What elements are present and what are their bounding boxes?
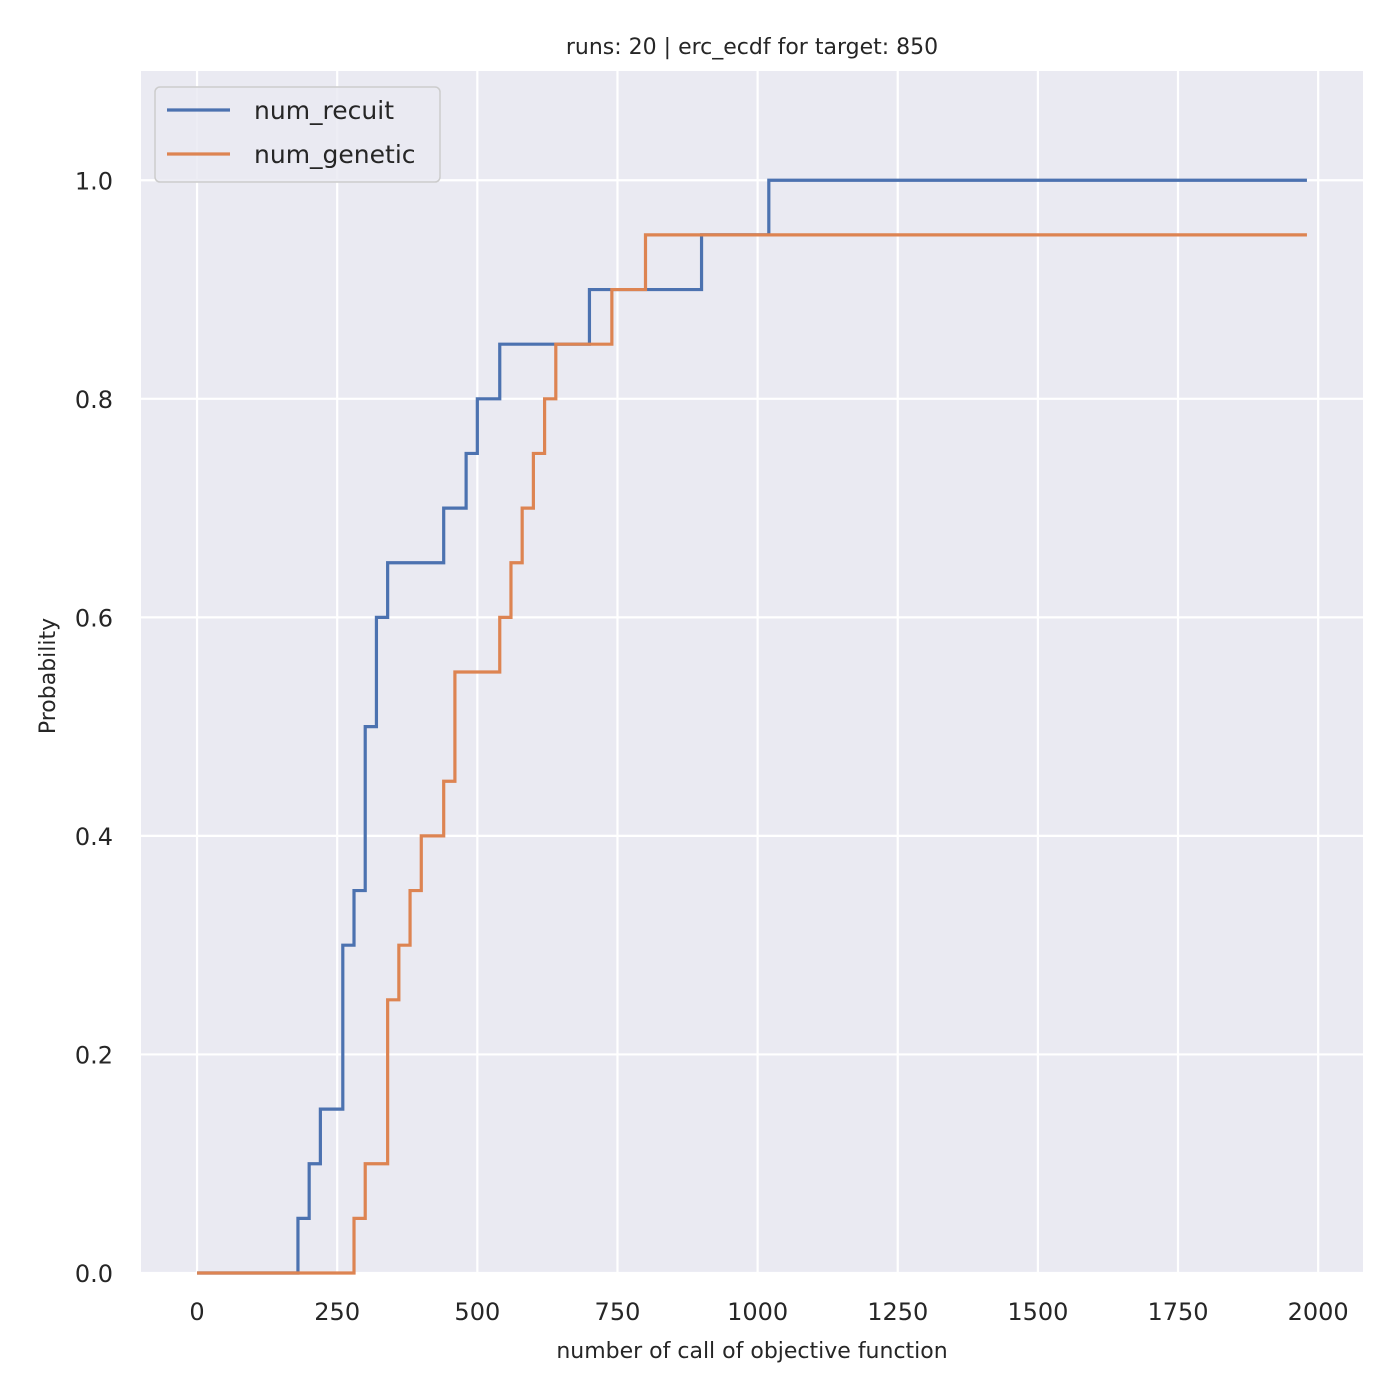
y-tick-label: 0.4 [75,823,113,851]
y-axis-label: Probability [36,618,61,734]
series-line-num-genetic [197,233,1307,1275]
x-tick-label: 0 [189,1298,204,1326]
y-tick-label: 0.8 [75,386,113,414]
legend-label: num_genetic [254,140,416,169]
x-tick-label: 1250 [867,1298,928,1326]
x-tick-label: 250 [314,1298,360,1326]
chart-title: runs: 20 | erc_ecdf for target: 850 [566,35,938,60]
x-tick-label: 1500 [1007,1298,1068,1326]
plot-area [141,71,1363,1273]
x-tick-label: 2000 [1288,1298,1349,1326]
y-tick-label: 0.2 [75,1041,113,1069]
x-tick-label: 500 [454,1298,500,1326]
x-tick-label: 1000 [727,1298,788,1326]
grid-lines [141,71,1363,1275]
legend-label: num_recuit [254,96,394,125]
y-axis-ticks: 0.0 0.2 0.4 0.6 0.8 1.0 [75,167,113,1288]
legend: num_recuit num_genetic [154,86,441,183]
series-lines [197,178,1307,1275]
x-axis-ticks: 0 250 500 750 1000 1250 1500 1750 2000 [189,1298,1348,1326]
x-tick-label: 750 [595,1298,641,1326]
series-line-num-recuit [197,178,1307,1275]
x-axis-label: number of call of objective function [556,1339,947,1364]
y-tick-label: 1.0 [75,167,113,195]
y-tick-label: 0.0 [75,1260,113,1288]
y-tick-label: 0.6 [75,604,113,632]
x-tick-label: 1750 [1147,1298,1208,1326]
